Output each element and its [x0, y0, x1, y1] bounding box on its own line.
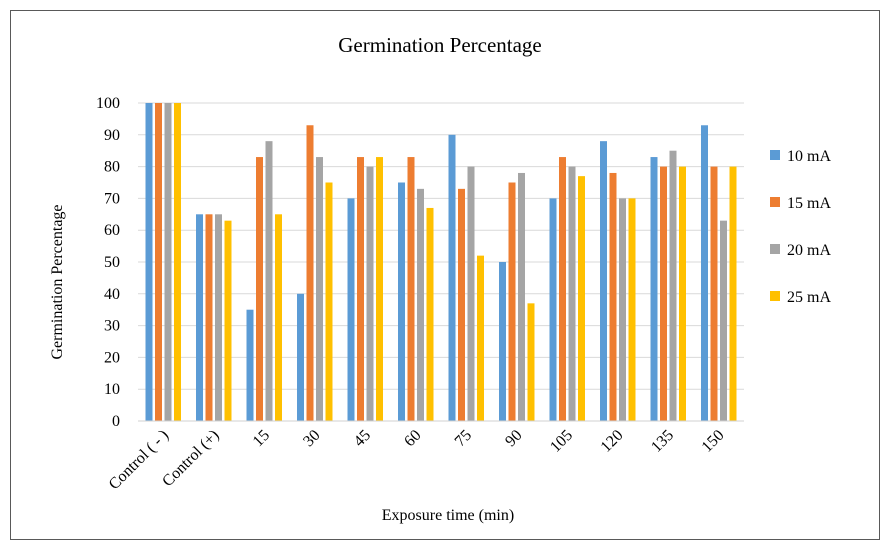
bar: [609, 172, 617, 421]
y-tick-labels: 0 10 20 30 40 50 60 70 80 90 100: [96, 95, 120, 430]
x-tick-label: 75: [452, 427, 475, 450]
bar: [679, 166, 686, 421]
bar: [448, 134, 456, 422]
legend-label: 10 mA: [787, 148, 831, 165]
bar: [215, 214, 222, 421]
x-tick-label: 120: [598, 427, 627, 456]
bar: [256, 157, 263, 421]
y-tick-label: 30: [104, 318, 120, 335]
y-tick-label: 20: [104, 349, 120, 366]
y-tick-label: 0: [112, 413, 120, 430]
gridlines: [138, 102, 744, 390]
bar: [458, 188, 465, 421]
bar: [407, 157, 415, 421]
bar: [275, 214, 282, 421]
bar: [600, 141, 607, 421]
bar: [347, 198, 355, 421]
bar: [669, 150, 677, 421]
bar: [650, 157, 658, 421]
bar: [729, 166, 737, 421]
bar: [426, 207, 434, 421]
bar: [508, 182, 516, 421]
bar: [710, 166, 718, 421]
y-tick-label: 100: [96, 95, 120, 112]
bar: [246, 309, 254, 421]
y-tick-label: 50: [104, 254, 120, 271]
bar: [417, 188, 424, 421]
bars: [145, 103, 737, 422]
bar: [518, 172, 525, 421]
bar: [196, 214, 203, 421]
bar: [224, 220, 232, 421]
bar: [376, 157, 383, 421]
bar: [477, 255, 484, 421]
bar: [619, 198, 626, 421]
legend-swatch: [770, 197, 780, 207]
legend-label: 25 mA: [787, 289, 831, 306]
bar: [316, 157, 323, 421]
bar: [660, 166, 667, 421]
x-tick-label: 105: [547, 427, 576, 456]
y-tick-label: 70: [104, 190, 120, 207]
legend-label: 15 mA: [787, 195, 831, 212]
x-axis-label: Exposure time (min): [382, 507, 514, 524]
legend-swatch: [770, 291, 780, 301]
bar: [265, 141, 273, 421]
x-tick-labels: Control ( - )Control (+) 15 30 45 60 75 90 105 1…: [106, 427, 728, 493]
legend-swatch: [770, 244, 780, 254]
bar: [205, 214, 213, 421]
x-tick-label: 135: [648, 427, 677, 456]
bar: [549, 198, 557, 421]
bar: [174, 103, 181, 421]
x-tick-label: 15: [250, 427, 273, 450]
bar: [145, 103, 153, 421]
bar: [701, 125, 708, 421]
x-tick-label: Control ( - ): [106, 427, 172, 493]
bar: [527, 303, 535, 421]
y-tick-label: 10: [104, 381, 120, 398]
bar: [568, 166, 576, 421]
bar: [357, 157, 364, 421]
bar: [164, 103, 172, 421]
legend-label: 20 mA: [787, 242, 831, 259]
bar: [499, 262, 506, 421]
x-tick-label: 30: [300, 427, 323, 450]
y-tick-label: 80: [104, 159, 120, 176]
x-tick-label: 90: [502, 427, 525, 450]
x-tick-label: 60: [401, 427, 424, 450]
y-tick-label: 90: [104, 127, 120, 144]
bar: [306, 125, 314, 421]
bar: [366, 166, 374, 421]
y-tick-label: 40: [104, 286, 120, 303]
bar: [720, 220, 727, 421]
y-tick-label: 60: [104, 222, 120, 239]
bar: [467, 166, 475, 421]
bar: [398, 182, 405, 421]
chart-title: Germination Percentage: [338, 33, 542, 57]
legend-swatch: [770, 150, 780, 160]
bar: [297, 293, 304, 421]
x-tick-label: 150: [699, 427, 728, 456]
bar: [325, 182, 333, 421]
bar: [559, 157, 566, 421]
bar: [578, 176, 585, 421]
x-tick-label: 45: [351, 427, 374, 450]
legend: 10 mA 15 mA 20 mA 25 mA: [770, 148, 831, 306]
y-axis-label: Germination Percentage: [49, 204, 66, 359]
bar: [155, 103, 162, 421]
bar: [628, 198, 636, 421]
